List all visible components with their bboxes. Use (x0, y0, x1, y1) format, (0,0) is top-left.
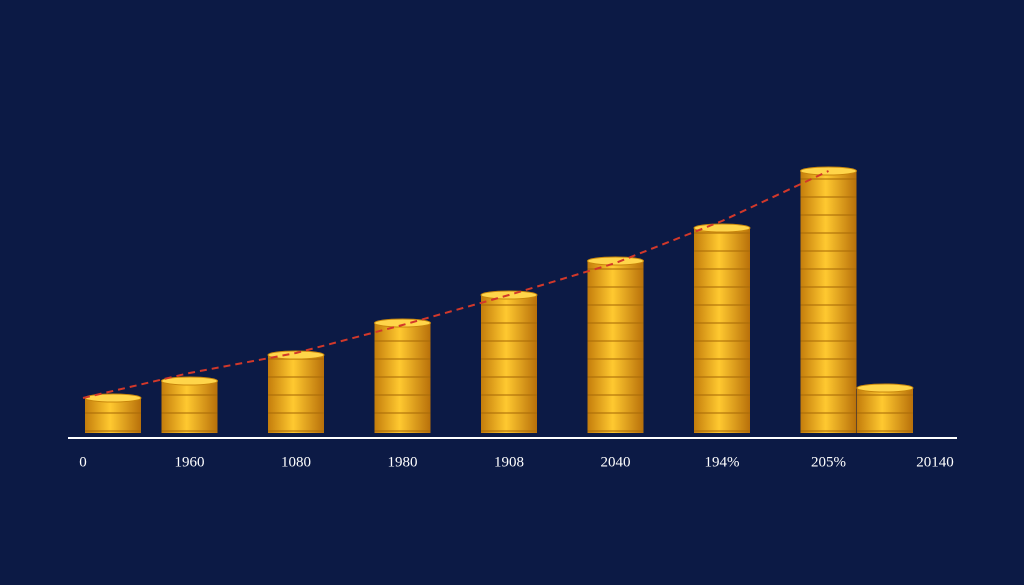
coin-ridges (161, 381, 218, 433)
coin-top (84, 393, 142, 403)
coin-ridges (481, 295, 537, 433)
x-tick-label: 205% (811, 454, 846, 470)
x-tick-label: 20140 (916, 454, 954, 470)
coin-top (693, 223, 751, 233)
x-tick-label: 1080 (281, 454, 311, 470)
coin-ridges (85, 398, 141, 433)
coin-top (587, 256, 644, 266)
coin-ridges (587, 261, 644, 433)
coin-ridges (694, 228, 750, 433)
coin-ridges (374, 323, 431, 433)
x-tick-label: 1908 (494, 454, 524, 470)
coin-ridges (268, 355, 324, 433)
coin-top (856, 383, 914, 393)
coin-top (267, 350, 325, 360)
coin-ridges (800, 171, 857, 433)
x-tick-label: 1980 (388, 454, 418, 470)
x-tick-label: 194% (705, 454, 740, 470)
x-tick-label: 1960 (175, 454, 205, 470)
coin-top (161, 376, 218, 386)
x-tick-label: 2040 (601, 454, 631, 470)
x-tick-label: 0 (79, 454, 87, 470)
coin-ridges (857, 388, 913, 433)
